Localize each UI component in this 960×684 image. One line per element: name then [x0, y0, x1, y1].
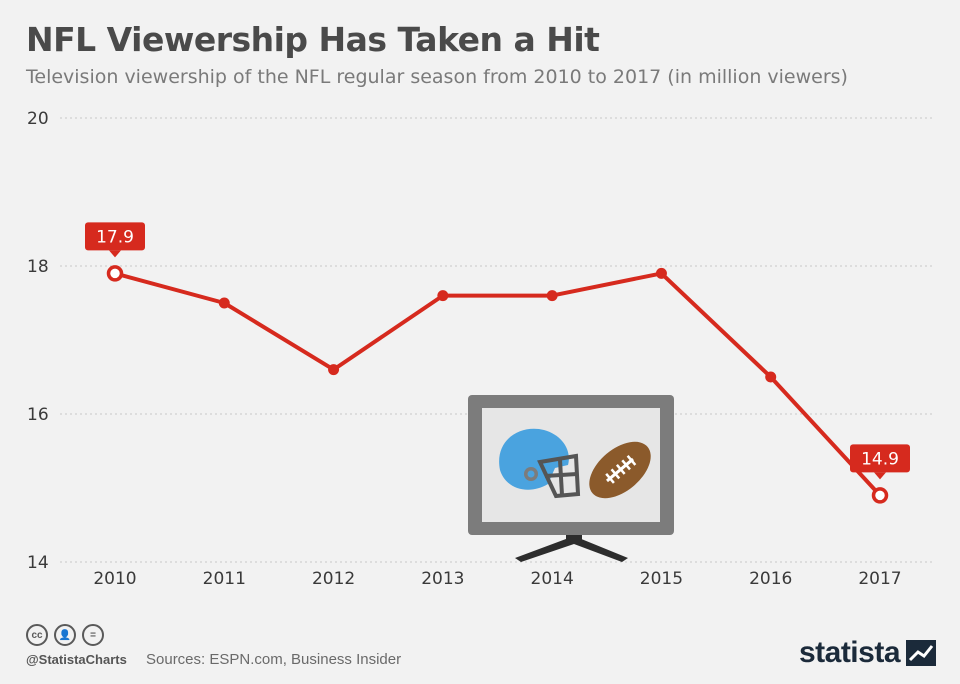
tv-football-icon — [468, 395, 674, 562]
footer-sources: Sources: ESPN.com, Business Insider — [146, 651, 402, 668]
data-point[interactable] — [871, 487, 889, 504]
x-tick-label: 2010 — [93, 569, 136, 589]
no-derivatives-icon[interactable]: = — [82, 624, 104, 646]
y-tick-label: 14 — [27, 553, 49, 573]
data-point[interactable] — [765, 371, 777, 383]
x-tick-label: 2016 — [749, 569, 792, 589]
y-axis-ticks: 14 16 18 20 — [27, 109, 49, 573]
cc-icon[interactable]: cc — [26, 624, 48, 646]
series-line — [114, 271, 882, 497]
data-point[interactable] — [437, 290, 449, 302]
statista-logo[interactable]: statista — [799, 636, 936, 670]
data-label: 14.9 — [850, 444, 910, 480]
statista-mark-icon — [906, 640, 936, 666]
helmet-icon — [499, 428, 581, 499]
svg-text:17.9: 17.9 — [96, 227, 134, 247]
x-axis-ticks: 2010 2011 2012 2013 2014 2015 2016 2017 — [93, 569, 901, 589]
x-tick-label: 2012 — [312, 569, 355, 589]
x-tick-label: 2015 — [640, 569, 683, 589]
football-icon — [589, 441, 651, 499]
license-icons: cc 👤 = — [26, 624, 104, 646]
data-point[interactable] — [655, 267, 667, 279]
data-point[interactable] — [106, 265, 124, 282]
y-tick-label: 16 — [27, 405, 49, 425]
x-tick-label: 2011 — [203, 569, 246, 589]
data-point[interactable] — [546, 290, 558, 302]
brand-name: statista — [798, 636, 901, 669]
svg-text:14.9: 14.9 — [861, 449, 899, 469]
x-tick-label: 2013 — [421, 569, 464, 589]
chart-title: NFL Viewership Has Taken a Hit — [26, 20, 600, 59]
data-point[interactable] — [218, 297, 230, 309]
y-tick-label: 18 — [27, 257, 49, 277]
data-label: 17.9 — [85, 222, 145, 258]
y-tick-label: 20 — [27, 109, 49, 129]
chart-subtitle: Television viewership of the NFL regular… — [26, 66, 848, 88]
attribution-icon[interactable]: 👤 — [54, 624, 76, 646]
data-point[interactable] — [328, 364, 340, 376]
x-tick-label: 2014 — [531, 569, 574, 589]
data-labels: 17.9 14.9 — [85, 222, 910, 480]
x-tick-label: 2017 — [858, 569, 901, 589]
footer-handle[interactable]: @StatistaCharts — [26, 652, 127, 667]
data-points — [106, 265, 889, 504]
